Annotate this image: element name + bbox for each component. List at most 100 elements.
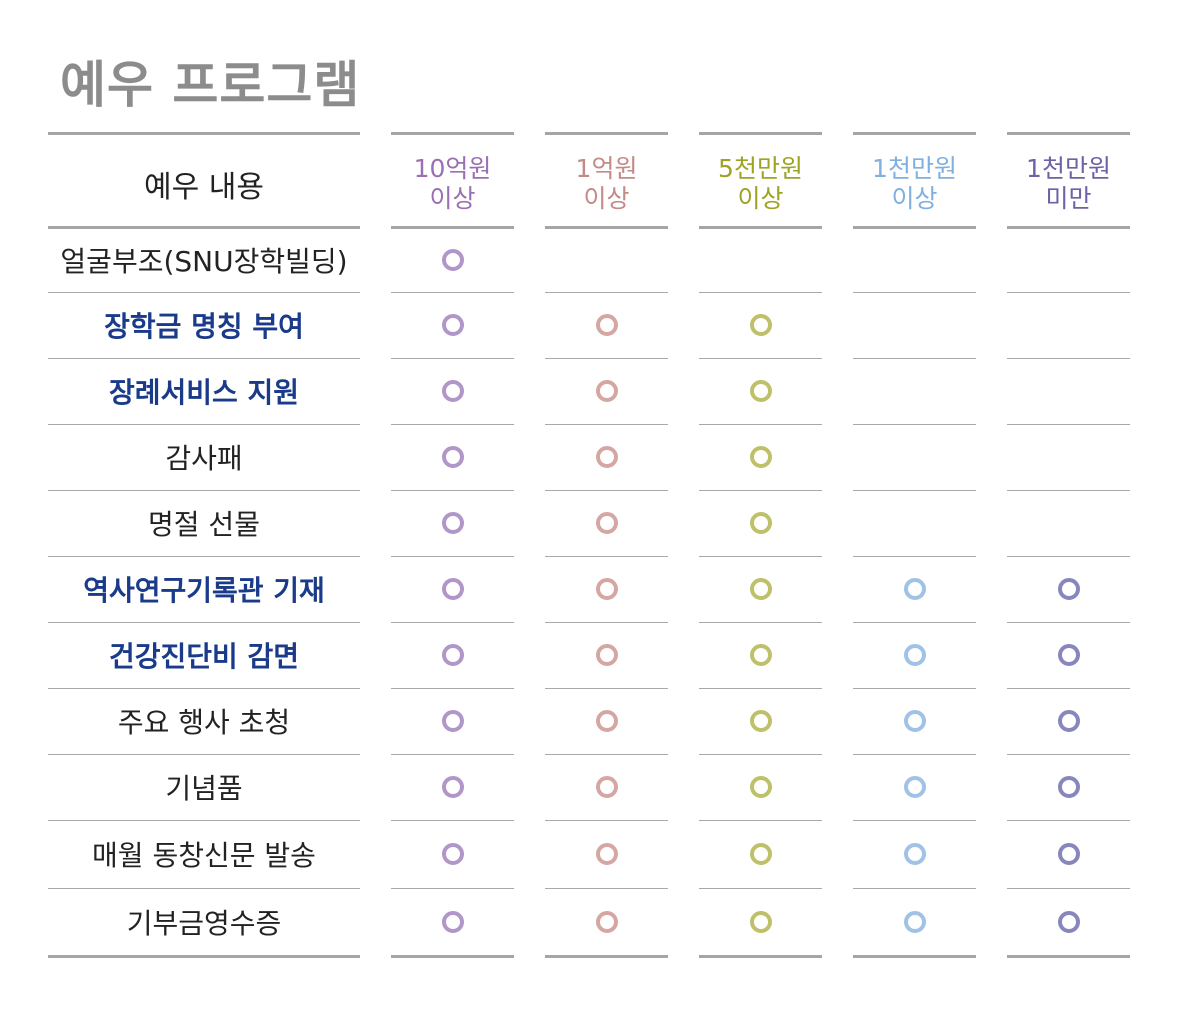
row-divider: [853, 490, 976, 491]
row-divider: [48, 820, 360, 821]
header-tier-amount: 5천만원: [718, 154, 803, 183]
row-divider: [545, 622, 668, 623]
row-divider: [853, 424, 976, 425]
row-label: 주요 행사 초청: [117, 706, 291, 739]
row-divider: [1007, 888, 1130, 889]
header-tier-5: 1천만원 미만: [1007, 146, 1130, 222]
header-label-benefits: 예우 내용: [144, 170, 264, 205]
page-title: 예우 프로그램: [60, 56, 361, 114]
circle-mark-icon: [749, 843, 772, 865]
header-tier-amount: 1억원: [575, 154, 638, 183]
header-tier-amount: 10억원: [413, 154, 492, 183]
circle-mark-icon: [441, 248, 464, 271]
header-bottom-rule: [545, 226, 668, 229]
row-divider: [391, 424, 514, 425]
row-divider: [391, 820, 514, 821]
table-bottom-rule: [853, 955, 976, 958]
row-divider: [48, 688, 360, 689]
circle-mark-icon: [749, 578, 772, 600]
circle-mark-icon: [595, 710, 618, 732]
row-divider: [853, 622, 976, 623]
row-divider: [699, 358, 822, 359]
row-divider: [1007, 556, 1130, 557]
circle-mark-icon: [441, 578, 464, 600]
header-tier-amount: 1천만원: [872, 154, 957, 183]
circle-mark-icon: [903, 843, 926, 865]
header-bottom-rule: [48, 226, 360, 229]
circle-mark-icon: [441, 446, 464, 468]
row-divider: [48, 556, 360, 557]
header-bottom-rule: [391, 226, 514, 229]
header-bottom-rule: [1007, 226, 1130, 229]
row-divider: [545, 688, 668, 689]
row-divider: [853, 820, 976, 821]
circle-mark-icon: [595, 578, 618, 600]
row-divider: [391, 292, 514, 293]
circle-mark-icon: [749, 446, 772, 468]
circle-mark-icon: [749, 380, 772, 402]
row-divider: [853, 358, 976, 359]
row-divider: [545, 820, 668, 821]
header-tier-4: 1천만원 이상: [853, 146, 976, 222]
circle-mark-icon: [1057, 843, 1080, 865]
row-divider: [545, 490, 668, 491]
row-divider: [48, 292, 360, 293]
row-divider: [545, 358, 668, 359]
row-divider: [48, 888, 360, 889]
row-divider: [391, 622, 514, 623]
circle-mark-icon: [595, 843, 618, 865]
header-bottom-rule: [699, 226, 822, 229]
circle-mark-icon: [595, 512, 618, 534]
circle-mark-icon: [903, 578, 926, 600]
row-divider: [1007, 358, 1130, 359]
row-divider: [391, 490, 514, 491]
header-tier-1: 10억원 이상: [391, 146, 514, 222]
row-label: 명절 선물: [148, 508, 260, 541]
header-tier-qualifier: 이상: [737, 184, 784, 213]
row-divider: [699, 490, 822, 491]
row-divider: [853, 888, 976, 889]
circle-mark-icon: [749, 776, 772, 798]
circle-mark-icon: [595, 380, 618, 402]
table-top-rule: [853, 132, 976, 135]
table-bottom-rule: [545, 955, 668, 958]
circle-mark-icon: [441, 644, 464, 666]
row-divider: [853, 754, 976, 755]
header-tier-qualifier: 이상: [429, 184, 476, 213]
row-label: 장례서비스 지원: [108, 376, 300, 409]
circle-mark-icon: [441, 710, 464, 732]
circle-mark-icon: [595, 446, 618, 468]
circle-mark-icon: [749, 911, 772, 933]
circle-mark-icon: [595, 776, 618, 798]
circle-mark-icon: [595, 911, 618, 933]
row-divider: [699, 424, 822, 425]
row-divider: [853, 688, 976, 689]
row-label: 얼굴부조(SNU장학빌딩): [60, 244, 348, 278]
row-divider: [391, 688, 514, 689]
row-label: 매월 동창신문 발송: [92, 839, 316, 872]
row-divider: [699, 820, 822, 821]
row-divider: [1007, 424, 1130, 425]
row-divider: [545, 556, 668, 557]
header-tier-qualifier: 이상: [583, 184, 630, 213]
table-bottom-rule: [391, 955, 514, 958]
circle-mark-icon: [749, 710, 772, 732]
row-divider: [699, 688, 822, 689]
row-divider: [545, 888, 668, 889]
circle-mark-icon: [903, 911, 926, 933]
circle-mark-icon: [441, 512, 464, 534]
circle-mark-icon: [441, 380, 464, 402]
circle-mark-icon: [1057, 644, 1080, 666]
row-divider: [545, 424, 668, 425]
row-label: 장학금 명칭 부여: [104, 310, 304, 343]
circle-mark-icon: [903, 710, 926, 732]
circle-mark-icon: [595, 644, 618, 666]
table-bottom-rule: [48, 955, 360, 958]
row-divider: [545, 292, 668, 293]
row-divider: [699, 292, 822, 293]
circle-mark-icon: [595, 314, 618, 336]
row-divider: [48, 424, 360, 425]
row-divider: [853, 556, 976, 557]
row-divider: [391, 556, 514, 557]
circle-mark-icon: [441, 911, 464, 933]
